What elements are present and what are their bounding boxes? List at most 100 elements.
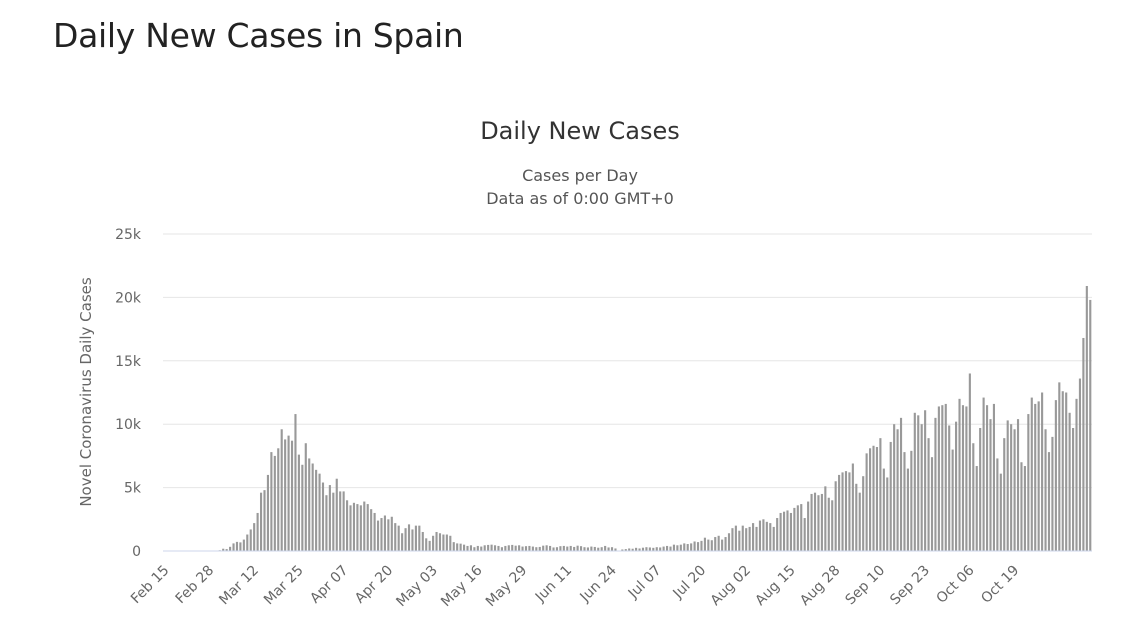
bar[interactable] <box>401 533 404 551</box>
bar[interactable] <box>490 544 493 551</box>
bar[interactable] <box>972 443 975 551</box>
bar[interactable] <box>920 424 923 551</box>
bar[interactable] <box>1003 438 1006 551</box>
bar[interactable] <box>332 492 335 551</box>
bar[interactable] <box>349 505 352 551</box>
bar[interactable] <box>807 501 810 551</box>
bar[interactable] <box>1051 436 1054 551</box>
bar[interactable] <box>435 531 438 551</box>
bar[interactable] <box>397 525 400 551</box>
bar[interactable] <box>597 547 600 551</box>
bar[interactable] <box>411 529 414 551</box>
bar[interactable] <box>1034 403 1037 551</box>
bar[interactable] <box>473 547 476 551</box>
bar[interactable] <box>724 537 727 551</box>
bar[interactable] <box>955 421 958 551</box>
bar[interactable] <box>1065 392 1068 552</box>
bar[interactable] <box>638 548 641 551</box>
bar[interactable] <box>246 534 249 551</box>
bar[interactable] <box>590 546 593 551</box>
bar[interactable] <box>559 546 562 551</box>
bar[interactable] <box>1013 429 1016 551</box>
bar[interactable] <box>879 438 882 551</box>
bar[interactable] <box>800 504 803 551</box>
bar[interactable] <box>466 545 469 551</box>
bar[interactable] <box>1027 414 1030 551</box>
bar[interactable] <box>518 545 521 551</box>
bar[interactable] <box>776 518 779 551</box>
bar[interactable] <box>703 537 706 551</box>
bar[interactable] <box>404 528 407 551</box>
bar[interactable] <box>1020 462 1023 551</box>
bar[interactable] <box>573 546 576 551</box>
bar[interactable] <box>666 545 669 551</box>
bar[interactable] <box>277 448 280 551</box>
bar[interactable] <box>872 445 875 551</box>
bar[interactable] <box>1010 424 1013 551</box>
bar[interactable] <box>734 525 737 551</box>
bar[interactable] <box>297 454 300 551</box>
bar[interactable] <box>531 546 534 551</box>
bar[interactable] <box>359 505 362 551</box>
bar[interactable] <box>445 534 448 551</box>
bar[interactable] <box>906 468 909 551</box>
bar[interactable] <box>600 547 603 551</box>
bar[interactable] <box>1061 391 1064 551</box>
bar[interactable] <box>803 518 806 551</box>
bar[interactable] <box>862 476 865 551</box>
bar[interactable] <box>383 515 386 552</box>
bar[interactable] <box>586 547 589 551</box>
bar[interactable] <box>456 543 459 551</box>
bar[interactable] <box>717 535 720 551</box>
bar[interactable] <box>655 547 658 551</box>
bar[interactable] <box>610 547 614 551</box>
bar[interactable] <box>793 507 796 551</box>
bar[interactable] <box>507 545 510 551</box>
bar[interactable] <box>844 471 848 551</box>
bar[interactable] <box>944 403 947 551</box>
bar[interactable] <box>346 500 349 551</box>
bar[interactable] <box>903 452 906 551</box>
bar[interactable] <box>318 473 321 551</box>
bar[interactable] <box>686 544 689 551</box>
bar[interactable] <box>380 518 383 551</box>
bar[interactable] <box>927 438 930 551</box>
bar[interactable] <box>1037 401 1040 551</box>
bar[interactable] <box>755 526 758 551</box>
bar[interactable] <box>813 492 817 551</box>
bar[interactable] <box>896 429 899 551</box>
bar[interactable] <box>985 405 989 551</box>
bar[interactable] <box>1082 337 1085 551</box>
bar[interactable] <box>253 523 256 551</box>
bar[interactable] <box>487 544 490 551</box>
bar[interactable] <box>242 539 245 551</box>
bar[interactable] <box>545 545 548 551</box>
bar[interactable] <box>229 546 232 551</box>
bar[interactable] <box>1016 419 1020 551</box>
bar[interactable] <box>917 415 920 551</box>
bar[interactable] <box>1023 466 1026 551</box>
bar[interactable] <box>569 545 572 551</box>
bar[interactable] <box>315 469 318 551</box>
bar[interactable] <box>497 545 500 551</box>
bar[interactable] <box>621 549 624 551</box>
bar[interactable] <box>376 520 380 551</box>
bar[interactable] <box>459 543 462 551</box>
bar[interactable] <box>992 403 995 551</box>
bar[interactable] <box>700 540 703 551</box>
bar[interactable] <box>469 545 473 551</box>
bar[interactable] <box>975 466 978 551</box>
bar[interactable] <box>280 429 283 551</box>
bar[interactable] <box>727 533 731 551</box>
bar[interactable] <box>421 531 424 551</box>
bar[interactable] <box>968 373 971 551</box>
bar[interactable] <box>893 424 896 551</box>
bar[interactable] <box>707 539 710 551</box>
bar[interactable] <box>511 544 514 551</box>
bar[interactable] <box>321 482 325 551</box>
bar[interactable] <box>311 463 314 551</box>
bar[interactable] <box>235 541 239 551</box>
bar[interactable] <box>342 491 345 551</box>
bar[interactable] <box>363 501 366 551</box>
bar[interactable] <box>463 544 466 551</box>
